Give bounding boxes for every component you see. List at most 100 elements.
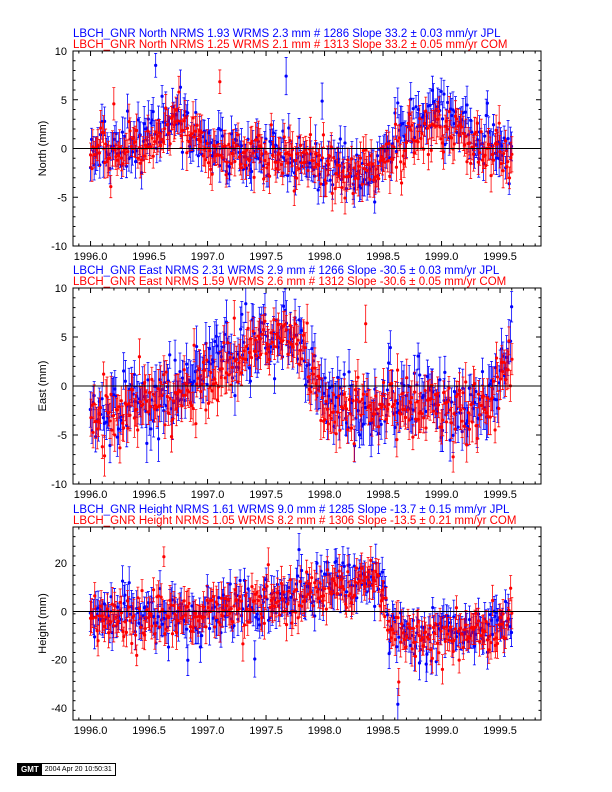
height-x-tick-label: 1998.5 — [366, 725, 400, 737]
north-com-point — [502, 151, 506, 156]
north-com-point — [340, 185, 344, 190]
east-y-tick-label: 0 — [61, 381, 67, 393]
east-jpl-point — [108, 443, 112, 448]
north-com-point — [267, 174, 272, 178]
height-jpl-point — [127, 581, 131, 585]
height-jpl-point — [397, 635, 401, 639]
height-com-point — [335, 592, 340, 596]
north-legend-1: LBCH_GNR North NRMS 1.25 WRMS 2.1 mm # 1… — [73, 39, 508, 51]
east-com-point — [192, 343, 196, 347]
east-com-point — [320, 396, 324, 400]
height-jpl-point — [93, 635, 97, 639]
height-com-point — [323, 587, 327, 591]
north-panel: LBCH_GNR North NRMS 1.93 WRMS 2.3 mm # 1… — [37, 28, 542, 263]
height-com-point — [143, 626, 147, 631]
height-y-tick-label: -20 — [51, 655, 67, 667]
north-com-point — [370, 162, 374, 166]
north-com-point — [210, 172, 214, 176]
north-jpl-point — [219, 128, 223, 132]
north-com-point — [416, 140, 420, 144]
height-com-point — [424, 630, 428, 634]
height-legend-1: LBCH_GNR Height NRMS 1.05 WRMS 8.2 mm # … — [73, 515, 516, 527]
east-com-point — [506, 368, 510, 372]
east-com-point — [493, 428, 497, 432]
east-com-point — [315, 393, 319, 398]
north-com-point — [439, 137, 443, 141]
height-jpl-point — [342, 564, 346, 569]
height-com-point — [393, 638, 397, 642]
north-com-point — [156, 134, 160, 138]
height-y-tick-label: -40 — [51, 703, 67, 715]
height-com-point — [409, 626, 413, 630]
north-com-point — [353, 176, 358, 180]
north-jpl-point — [249, 169, 254, 174]
east-com-point — [197, 366, 201, 371]
east-com-point — [245, 344, 249, 348]
height-com-point — [105, 607, 109, 611]
north-com-point — [320, 156, 325, 160]
north-com-point — [497, 121, 501, 125]
east-com-point — [361, 392, 365, 396]
east-com-point — [137, 355, 142, 359]
north-com-point — [192, 135, 196, 139]
height-com-point — [368, 581, 372, 585]
height-com-point — [439, 629, 443, 633]
east-y-tick-label: -10 — [51, 479, 67, 491]
east-com-point — [178, 390, 182, 394]
east-com-point — [163, 423, 167, 427]
north-com-point — [292, 189, 296, 193]
east-com-point — [151, 392, 155, 397]
height-com-point — [134, 633, 138, 637]
east-com-point — [334, 432, 338, 436]
east-com-point — [309, 390, 313, 394]
height-x-tick-label: 1997.5 — [249, 725, 283, 737]
north-com-point — [391, 157, 395, 161]
east-com-point — [220, 367, 224, 371]
height-com-point — [437, 651, 441, 655]
east-jpl-point — [146, 378, 150, 382]
north-com-point — [178, 119, 182, 123]
height-com-point — [182, 599, 186, 603]
north-com-point — [357, 164, 361, 168]
height-com-point — [132, 614, 136, 618]
height-com-point — [143, 633, 147, 637]
north-com-point — [375, 174, 379, 178]
height-com-point — [175, 618, 179, 623]
height-com-point — [91, 616, 95, 620]
east-com-point — [224, 371, 229, 375]
east-com-point — [413, 390, 417, 394]
east-com-point — [328, 413, 332, 418]
north-com-point — [227, 142, 231, 147]
north-com-point — [99, 126, 103, 130]
north-y-tick-label: 0 — [61, 144, 67, 156]
east-com-point — [239, 371, 244, 375]
north-x-tick-label: 1996.5 — [132, 251, 166, 263]
height-com-point — [250, 585, 254, 589]
north-com-point — [418, 116, 422, 121]
north-jpl-point — [343, 141, 347, 145]
east-com-point — [122, 426, 126, 430]
height-com-point — [383, 614, 387, 619]
east-com-point — [131, 388, 135, 392]
north-com-point — [185, 151, 189, 155]
east-com-point — [324, 399, 328, 403]
north-jpl-point — [123, 134, 127, 138]
north-com-point — [200, 130, 204, 135]
height-com-point — [128, 619, 132, 623]
north-jpl-point — [391, 142, 395, 146]
north-com-point — [321, 133, 326, 137]
north-y-tick-label: -10 — [51, 241, 67, 253]
height-com-point — [112, 624, 116, 628]
height-com-point — [454, 606, 458, 610]
north-com-point — [352, 166, 356, 170]
east-y-tick-label: -5 — [57, 430, 67, 442]
height-com-point — [442, 625, 446, 630]
height-com-point — [241, 642, 245, 646]
height-jpl-point — [123, 593, 127, 597]
east-y-axis-label: East (mm) — [37, 361, 49, 412]
east-com-point — [420, 412, 424, 416]
east-com-point — [364, 322, 368, 326]
height-com-point — [346, 570, 350, 574]
height-com-point — [485, 638, 489, 642]
east-com-point — [447, 386, 451, 390]
